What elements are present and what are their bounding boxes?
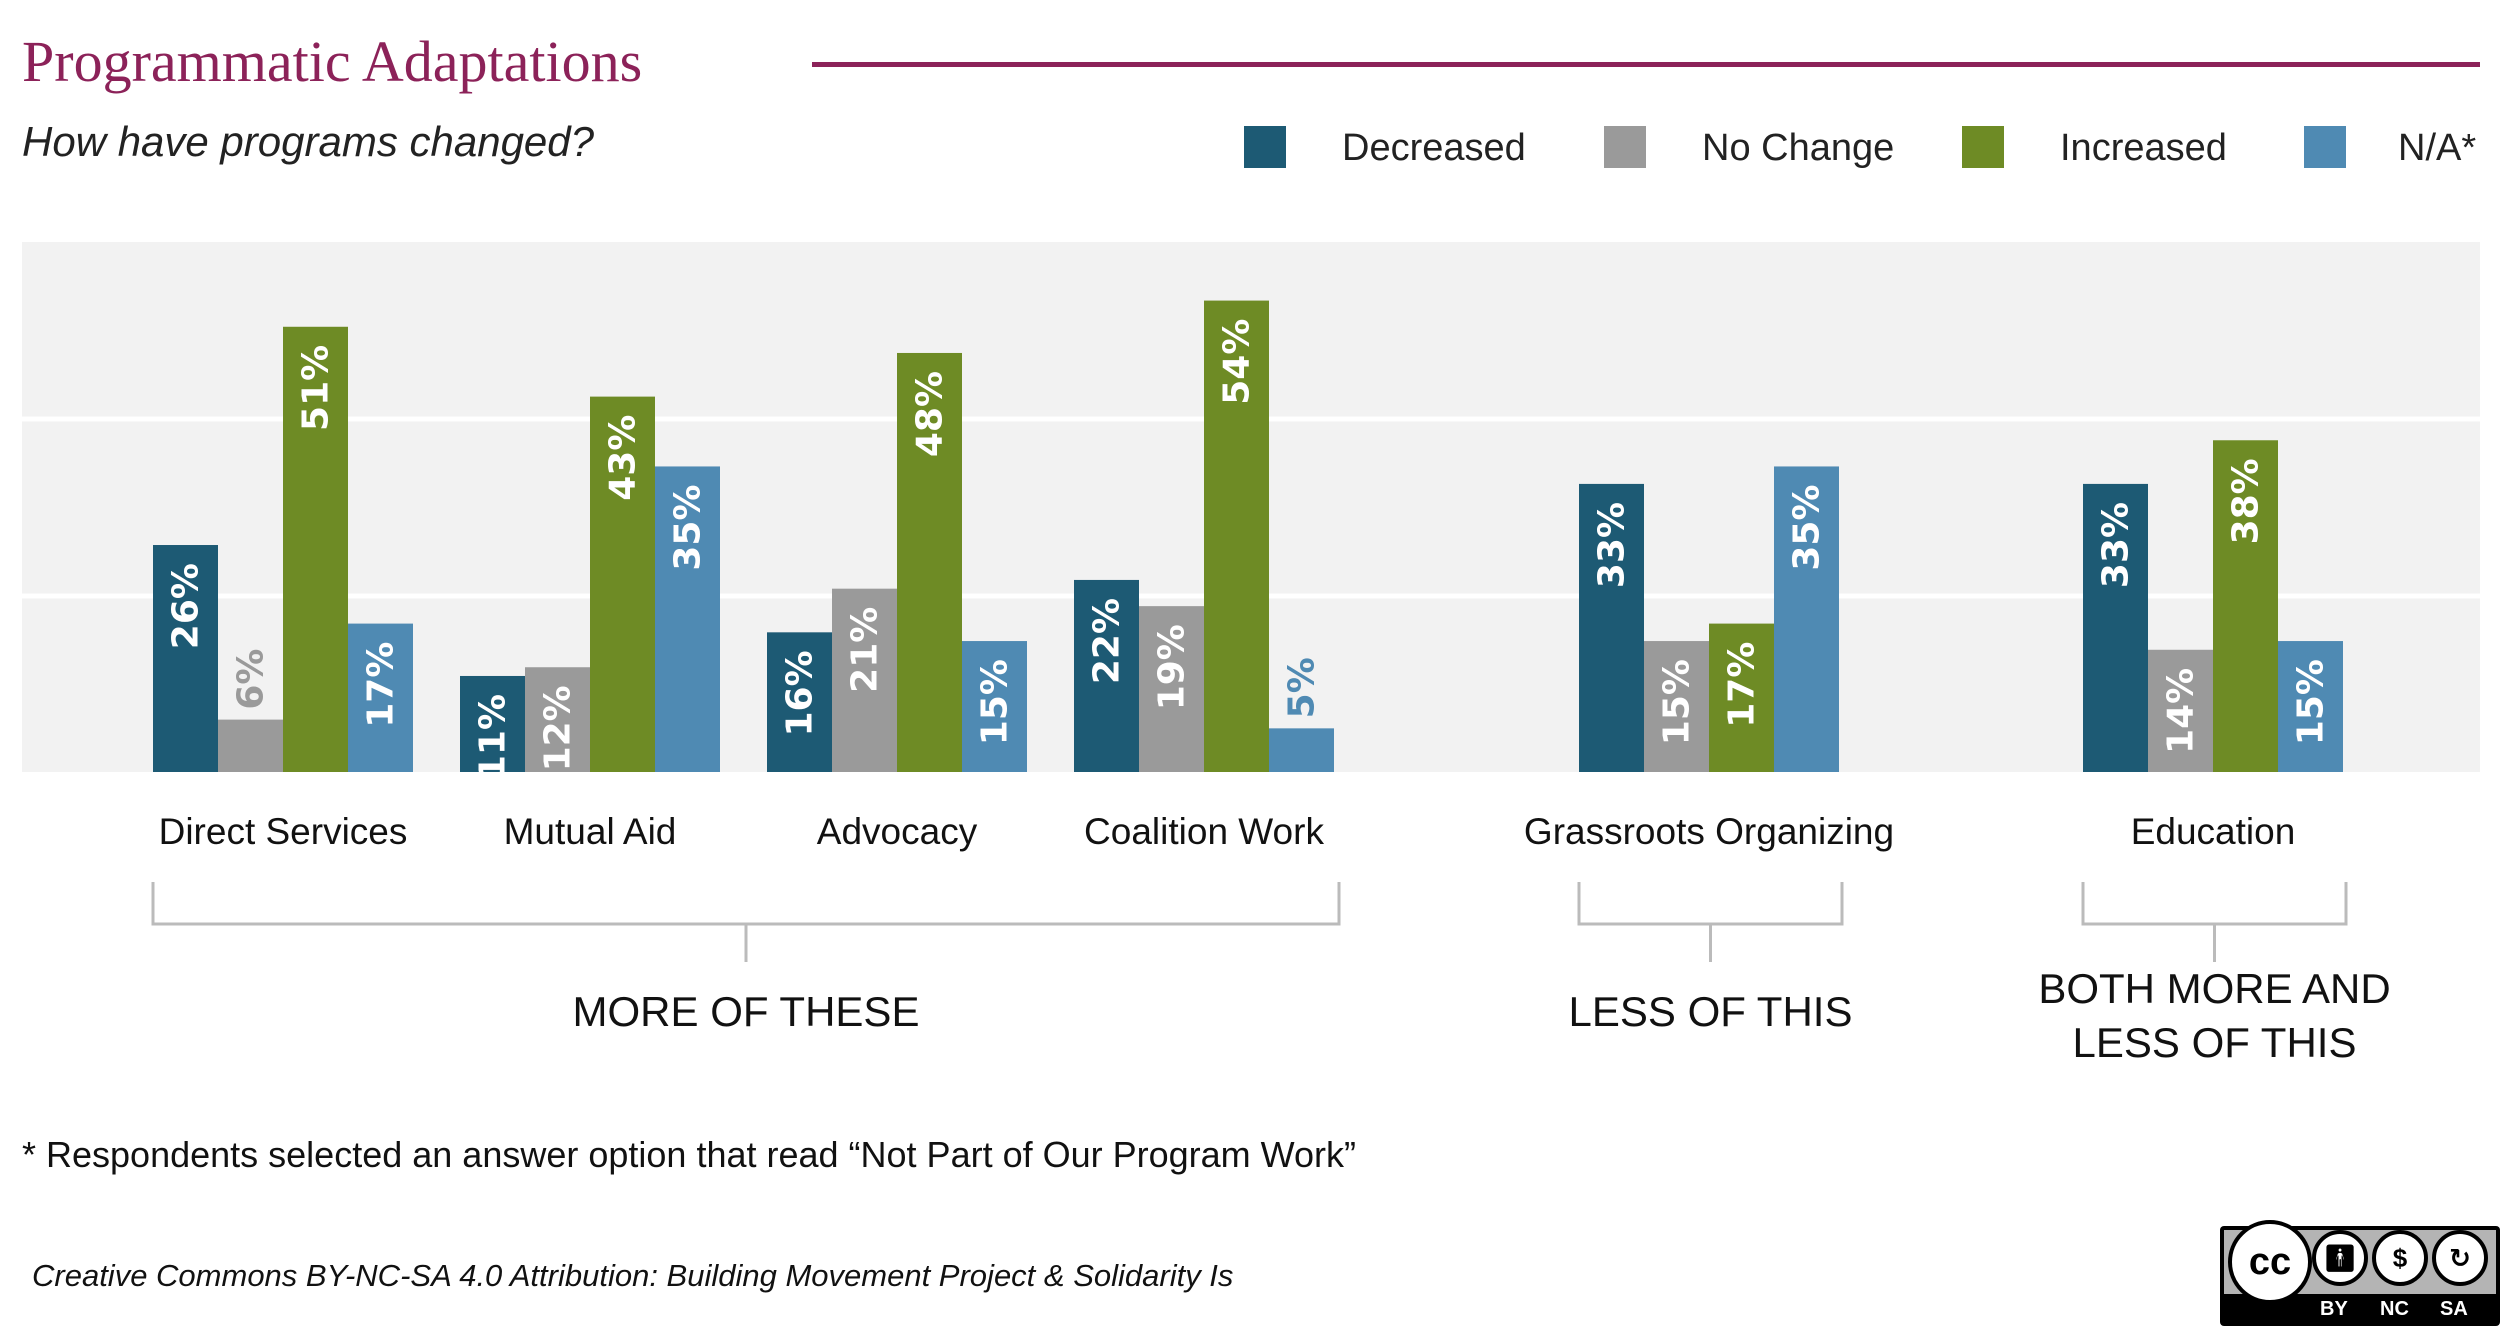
data-label-mutual-aid-no-change: 12% <box>538 685 579 771</box>
bar-grassroots-organizing-no-change <box>1644 641 1709 772</box>
category-label-advocacy: Advocacy <box>817 811 978 852</box>
nc-dollar-icon: $ <box>2372 1230 2428 1286</box>
data-label-grassroots-organizing-no-change: 15% <box>1657 659 1698 745</box>
data-label-direct-services-no-change: 6% <box>231 648 272 709</box>
bar-education-decreased <box>2083 483 2148 772</box>
bar-advocacy-no-change <box>832 588 897 772</box>
bar-advocacy-n-a <box>962 641 1027 772</box>
category-label-education: Education <box>2131 811 2296 852</box>
data-label-coalition-work-n-a: 5% <box>1282 657 1323 718</box>
legend-label-decreased: Decreased <box>1342 127 1526 169</box>
group-label-more-of-these: MORE OF THESE <box>573 988 920 1035</box>
data-label-coalition-work-no-change: 19% <box>1152 624 1193 710</box>
license-label-nc: NC <box>2380 1298 2409 1320</box>
category-label-grassroots-organizing: Grassroots Organizing <box>1524 811 1894 852</box>
category-label-mutual-aid: Mutual Aid <box>504 811 677 852</box>
group-label-less-of-this: LESS OF THIS <box>1569 988 1853 1035</box>
by-person-icon: 🚹︎ <box>2312 1230 2368 1286</box>
bar-grassroots-organizing-decreased <box>1579 483 1644 772</box>
category-label-direct-services: Direct Services <box>159 811 408 852</box>
bar-coalition-work-decreased <box>1074 579 1139 772</box>
legend-swatch-no-change <box>1604 126 1646 168</box>
chart-subtitle: How have programs changed? <box>22 118 595 165</box>
legend-swatch-increased <box>1962 126 2004 168</box>
data-label-education-decreased: 33% <box>2096 502 2137 588</box>
data-label-advocacy-no-change: 21% <box>845 607 886 693</box>
bar-mutual-aid-n-a <box>655 466 720 772</box>
bar-direct-services-decreased <box>153 545 218 772</box>
data-label-direct-services-n-a: 17% <box>361 642 402 728</box>
chart-title: Programmatic Adaptations <box>22 29 643 94</box>
sa-share-icon: ↻ <box>2432 1230 2488 1286</box>
bar-direct-services-increased <box>283 326 348 772</box>
data-label-education-increased: 38% <box>2226 458 2267 544</box>
bar-coalition-work-n-a <box>1269 728 1334 772</box>
data-label-direct-services-decreased: 26% <box>166 563 207 649</box>
legend: Decreased No Change Increased N/A* <box>0 126 2500 170</box>
bar-direct-services-n-a <box>348 623 413 772</box>
legend-label-na: N/A* <box>2398 127 2477 169</box>
group-bracket-both-more-and-less-of-this <box>2081 882 2348 962</box>
group-bracket-less-of-this <box>1577 882 1844 962</box>
data-label-grassroots-organizing-n-a: 35% <box>1787 484 1828 570</box>
data-label-advocacy-n-a: 15% <box>975 659 1016 745</box>
license-label-sa: SA <box>2440 1298 2468 1320</box>
data-label-direct-services-increased: 51% <box>296 345 337 431</box>
bar-advocacy-increased <box>897 352 962 772</box>
data-label-advocacy-increased: 48% <box>910 371 951 457</box>
credit-line: Creative Commons BY-NC-SA 4.0 Attributio… <box>32 1258 1234 1293</box>
bar-grassroots-organizing-increased <box>1709 623 1774 772</box>
bar-grassroots-organizing-n-a <box>1774 466 1839 772</box>
data-label-education-n-a: 15% <box>2291 659 2332 745</box>
data-label-education-no-change: 14% <box>2161 668 2202 754</box>
data-label-coalition-work-increased: 54% <box>1217 319 1258 405</box>
data-label-grassroots-organizing-decreased: 33% <box>1592 502 1633 588</box>
legend-label-no-change: No Change <box>1702 127 1895 169</box>
legend-label-increased: Increased <box>2060 127 2227 169</box>
data-label-mutual-aid-decreased: 11% <box>473 694 514 780</box>
bar-coalition-work-increased <box>1204 300 1269 772</box>
group-bracket-more-of-these <box>151 882 1341 962</box>
bar-mutual-aid-decreased <box>460 675 525 772</box>
license-label-by: BY <box>2320 1298 2348 1320</box>
data-label-mutual-aid-n-a: 35% <box>668 484 709 570</box>
bar-education-n-a <box>2278 641 2343 772</box>
bar-chart: 26% 6% 51% 17% Direct Services 11% 12% 43% 35% Mu… <box>22 242 2480 1066</box>
legend-swatch-decreased <box>1244 126 1286 168</box>
category-label-coalition-work: Coalition Work <box>1084 811 1324 852</box>
data-label-grassroots-organizing-increased: 17% <box>1722 642 1763 728</box>
data-label-coalition-work-decreased: 22% <box>1087 598 1128 684</box>
bar-advocacy-decreased <box>767 632 832 772</box>
group-label-both-more-and-less-of-this: BOTH MORE AND LESS OF THIS <box>2038 965 2390 1066</box>
legend-swatch-na <box>2304 126 2346 168</box>
group-label-line: LESS OF THIS <box>2073 1019 2357 1066</box>
bar-education-no-change <box>2148 649 2213 772</box>
bar-mutual-aid-no-change <box>525 667 590 772</box>
cc-logo: cc <box>2228 1220 2312 1304</box>
footnote: * Respondents selected an answer option … <box>22 1134 1356 1175</box>
bar-coalition-work-no-change <box>1139 606 1204 772</box>
bar-education-increased <box>2213 440 2278 772</box>
data-label-advocacy-decreased: 16% <box>780 650 821 736</box>
bar-direct-services-no-change <box>218 719 283 772</box>
title-rule <box>812 62 2480 67</box>
cc-license-badge: cc 🚹︎ $ ↻ BY NC SA <box>2220 1220 2500 1326</box>
group-label-line: BOTH MORE AND <box>2038 965 2390 1012</box>
data-label-mutual-aid-increased: 43% <box>603 415 644 501</box>
bar-mutual-aid-increased <box>590 396 655 772</box>
